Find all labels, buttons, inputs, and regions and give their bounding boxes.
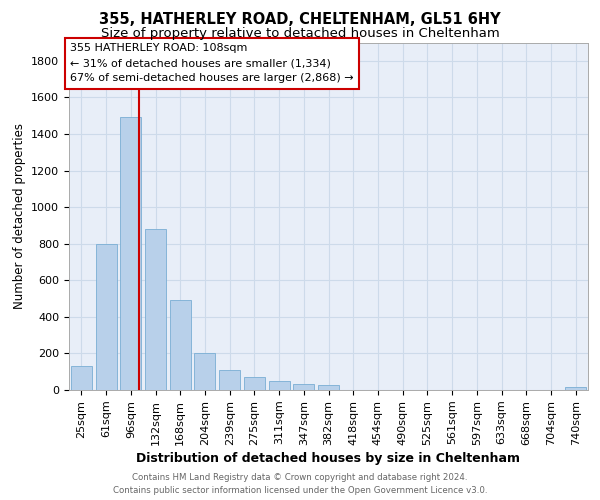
Bar — [269, 381, 290, 390]
Bar — [95, 244, 116, 390]
Bar — [145, 229, 166, 390]
Y-axis label: Number of detached properties: Number of detached properties — [13, 123, 26, 309]
Bar — [71, 366, 92, 390]
Text: 355, HATHERLEY ROAD, CHELTENHAM, GL51 6HY: 355, HATHERLEY ROAD, CHELTENHAM, GL51 6H… — [99, 12, 501, 28]
Bar — [293, 384, 314, 390]
Bar — [120, 118, 141, 390]
X-axis label: Distribution of detached houses by size in Cheltenham: Distribution of detached houses by size … — [137, 452, 521, 464]
Bar — [219, 370, 240, 390]
Bar — [565, 386, 586, 390]
Text: Size of property relative to detached houses in Cheltenham: Size of property relative to detached ho… — [101, 28, 499, 40]
Bar — [194, 352, 215, 390]
Bar — [244, 377, 265, 390]
Text: 355 HATHERLEY ROAD: 108sqm
← 31% of detached houses are smaller (1,334)
67% of s: 355 HATHERLEY ROAD: 108sqm ← 31% of deta… — [70, 44, 354, 83]
Bar — [170, 300, 191, 390]
Text: Contains HM Land Registry data © Crown copyright and database right 2024.
Contai: Contains HM Land Registry data © Crown c… — [113, 474, 487, 495]
Bar — [318, 385, 339, 390]
